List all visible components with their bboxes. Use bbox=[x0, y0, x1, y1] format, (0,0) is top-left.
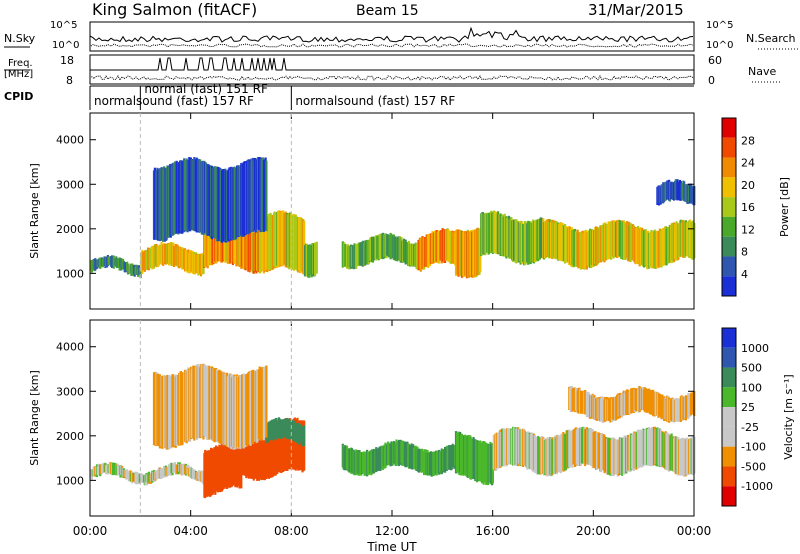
freq-traces bbox=[89, 57, 695, 82]
cpid-entry: normalsound (fast) 157 RF bbox=[295, 94, 455, 108]
echo-cell bbox=[303, 425, 306, 447]
echo-cell bbox=[139, 267, 142, 279]
noise-right-tick-bottom: 10^0 bbox=[706, 40, 733, 51]
date-title: 31/Mar/2015 bbox=[588, 1, 684, 19]
colorbar-tick-label: 1000 bbox=[741, 342, 769, 355]
nsearch-trace bbox=[89, 43, 694, 48]
y-tick-label: 2000 bbox=[56, 430, 84, 443]
colorbar-tick-label: 25 bbox=[741, 401, 755, 414]
y-tick-label: 3000 bbox=[56, 385, 84, 398]
power-panel: 1000 2000 3000 4000 Slant Range [km] 28 24 20… bbox=[28, 112, 791, 310]
velocity-panel: 1000 2000 3000 4000 Slant Range [km] 1000 50… bbox=[28, 319, 795, 517]
colorbar-tick-label: -1000 bbox=[741, 480, 773, 493]
nsky-label: N.Sky bbox=[4, 32, 36, 45]
power-colorbar-label: Power [dB] bbox=[778, 177, 791, 237]
colorbar-swatch bbox=[722, 197, 736, 217]
x-tick-label: 00:00 bbox=[73, 524, 108, 538]
colorbar-swatch bbox=[722, 276, 736, 296]
colorbar-frame bbox=[721, 117, 737, 297]
y-tick-label: 2000 bbox=[56, 223, 84, 236]
station-title: King Salmon (fitACF) bbox=[92, 0, 257, 19]
colorbar-tick-label: 4 bbox=[741, 268, 748, 281]
colorbar-tick-label: 20 bbox=[741, 179, 755, 192]
colorbar-swatch bbox=[722, 347, 736, 368]
colorbar-tick-label: -100 bbox=[741, 441, 766, 454]
colorbar-swatch bbox=[722, 137, 736, 158]
x-tick-label: 00:00 bbox=[677, 524, 712, 538]
power-ylabel: Slant Range [km] bbox=[28, 163, 41, 259]
power-colorbar: 28 24 20 16 12 8 4 bbox=[721, 117, 755, 297]
x-tick-label: 16:00 bbox=[475, 524, 510, 538]
cpid-entry: normal (fast) 151 RF bbox=[144, 82, 268, 96]
y-tick-label: 3000 bbox=[56, 178, 84, 191]
colorbar-tick-label: 28 bbox=[741, 134, 755, 147]
x-tick-label: 04:00 bbox=[173, 524, 208, 538]
freq-unit: [MHz] bbox=[4, 69, 33, 80]
power-heatmap bbox=[90, 157, 696, 279]
x-tick-label: 12:00 bbox=[375, 524, 410, 538]
colorbar-swatch bbox=[722, 236, 736, 257]
colorbar-tick-label: 500 bbox=[741, 362, 762, 375]
colorbar-tick-label: -500 bbox=[741, 460, 766, 473]
nsearch-label: N.Search bbox=[746, 32, 796, 45]
colorbar-swatch bbox=[722, 387, 736, 408]
colorbar-swatch bbox=[722, 426, 736, 447]
x-tick-label: 08:00 bbox=[274, 524, 309, 538]
colorbar-swatch bbox=[722, 118, 736, 138]
power-axes: 1000 2000 3000 4000 bbox=[56, 113, 695, 309]
nave-label: Nave bbox=[748, 65, 776, 78]
noise-panel: N.Sky 10^5 10^0 10^5 10^0 N.Search bbox=[4, 20, 798, 52]
noise-left-tick-top: 10^5 bbox=[50, 20, 77, 31]
echo-cell bbox=[265, 365, 268, 438]
freq-label: Freq. bbox=[8, 58, 33, 69]
noise-traces bbox=[89, 26, 694, 48]
colorbar-swatch bbox=[722, 157, 736, 178]
colorbar-tick-label: 8 bbox=[741, 246, 748, 259]
velocity-ylabel: Slant Range [km] bbox=[28, 370, 41, 466]
colorbar-tick-label: 24 bbox=[741, 157, 755, 170]
colorbar-swatch bbox=[722, 486, 736, 506]
colorbar-swatch bbox=[722, 446, 736, 467]
velocity-colorbar-label: Velocity [m s⁻¹] bbox=[782, 374, 795, 459]
colorbar-tick-label: 12 bbox=[741, 223, 755, 236]
echo-cell bbox=[265, 160, 268, 232]
nave-tick-top: 60 bbox=[708, 54, 722, 67]
freq-tick-bottom: 8 bbox=[66, 74, 73, 87]
colorbar-swatch bbox=[722, 177, 736, 198]
time-axis-ticks: 00:00 04:00 08:00 12:00 16:00 20:00 00:00 bbox=[73, 524, 712, 538]
y-tick-label: 4000 bbox=[56, 341, 84, 354]
colorbar-tick-label: 16 bbox=[741, 201, 755, 214]
echo-cell bbox=[315, 241, 318, 274]
cpid-entry: normalsound (fast) 157 RF bbox=[94, 94, 254, 108]
beam-title: Beam 15 bbox=[356, 3, 419, 19]
freq-trace bbox=[90, 57, 694, 71]
colorbar-tick-label: 100 bbox=[741, 381, 762, 394]
noise-right-tick-top: 10^5 bbox=[706, 20, 733, 31]
y-tick-label: 4000 bbox=[56, 134, 84, 147]
noise-left-tick-bottom: 10^0 bbox=[52, 40, 79, 51]
nsky-trace bbox=[89, 26, 694, 43]
colorbar-swatch bbox=[722, 466, 736, 487]
colorbar-swatch bbox=[722, 216, 736, 237]
time-axis-label: Time UT bbox=[366, 540, 417, 554]
colorbar-swatch bbox=[722, 328, 736, 348]
colorbar-frame bbox=[721, 327, 737, 507]
nave-trace bbox=[89, 74, 695, 82]
freq-panel: Freq. [MHz] 18 8 60 0 Nave bbox=[4, 54, 780, 87]
y-tick-label: 1000 bbox=[56, 267, 84, 280]
y-tick-label: 1000 bbox=[56, 474, 84, 487]
x-tick-label: 20:00 bbox=[576, 524, 611, 538]
colorbar-swatch bbox=[722, 256, 736, 277]
colorbar-swatch bbox=[722, 367, 736, 388]
colorbar-tick-label: -25 bbox=[741, 421, 759, 434]
colorbar-swatch bbox=[722, 407, 736, 427]
cpid-label: CPID bbox=[4, 90, 33, 103]
velocity-axes: 1000 2000 3000 4000 bbox=[56, 320, 695, 516]
nave-tick-bottom: 0 bbox=[708, 74, 715, 87]
velocity-heatmap bbox=[90, 363, 696, 499]
freq-tick-top: 18 bbox=[60, 54, 74, 67]
velocity-colorbar: 1000 500 100 25 -25 -100 -500 -1000 bbox=[721, 327, 773, 507]
